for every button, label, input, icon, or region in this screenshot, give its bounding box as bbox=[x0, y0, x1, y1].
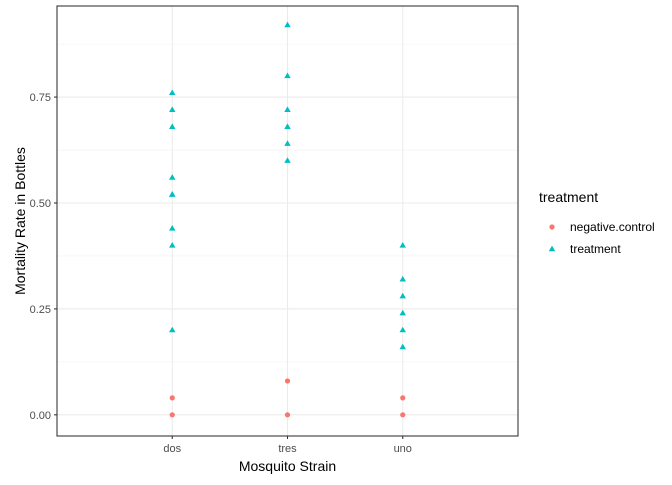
x-tick-label: uno bbox=[394, 443, 412, 455]
data-point-negative-control bbox=[284, 378, 291, 384]
legend-label: treatment bbox=[570, 242, 621, 256]
x-tick-label: tres bbox=[278, 443, 297, 455]
data-point-treatment bbox=[399, 241, 406, 248]
grid-layer bbox=[57, 6, 518, 436]
y-axis-title: Mortality Rate in Bottles bbox=[12, 147, 28, 295]
data-point-treatment bbox=[399, 343, 406, 350]
points-layer bbox=[169, 21, 406, 418]
data-point-negative-control bbox=[284, 412, 291, 418]
data-point-treatment bbox=[284, 72, 291, 79]
data-point-treatment bbox=[169, 174, 176, 180]
legend-label: negative.control bbox=[570, 220, 655, 234]
y-tick-label: 0.75 bbox=[30, 92, 51, 104]
x-tick-label: dos bbox=[163, 443, 181, 455]
y-tick-label: 0.25 bbox=[30, 304, 51, 316]
data-point-treatment bbox=[169, 89, 176, 96]
data-point-treatment bbox=[399, 309, 406, 316]
data-point-treatment bbox=[284, 106, 291, 112]
data-point-treatment bbox=[284, 140, 291, 146]
data-point-treatment bbox=[284, 21, 291, 28]
data-point-negative-control bbox=[400, 395, 406, 401]
legend-key-triangle bbox=[548, 245, 556, 252]
data-point-treatment bbox=[169, 326, 176, 333]
legend-key-circle bbox=[549, 224, 555, 230]
axis-layer: 0.00 0.25 0.50 0.75 dos tres uno bbox=[30, 5, 519, 455]
y-tick-label: 0.50 bbox=[30, 198, 51, 210]
data-point-treatment bbox=[284, 123, 291, 129]
legend-title: treatment bbox=[539, 189, 598, 205]
data-point-treatment bbox=[399, 326, 406, 333]
data-point-treatment bbox=[169, 241, 176, 248]
data-point-treatment bbox=[399, 292, 406, 299]
data-point-treatment bbox=[169, 191, 176, 197]
data-point-treatment bbox=[284, 157, 291, 163]
y-tick-label: 0.00 bbox=[30, 410, 51, 422]
data-point-negative-control bbox=[169, 412, 175, 418]
data-point-treatment bbox=[169, 106, 176, 112]
data-point-negative-control bbox=[169, 395, 175, 401]
data-point-treatment bbox=[399, 275, 406, 282]
legend: treatment negative.control treatment bbox=[539, 189, 655, 256]
title-layer: Mosquito Strain Mortality Rate in Bottle… bbox=[12, 147, 336, 474]
data-point-treatment bbox=[169, 123, 176, 129]
data-point-negative-control bbox=[400, 412, 406, 418]
x-axis-title: Mosquito Strain bbox=[239, 458, 336, 474]
data-point-treatment bbox=[169, 225, 176, 231]
